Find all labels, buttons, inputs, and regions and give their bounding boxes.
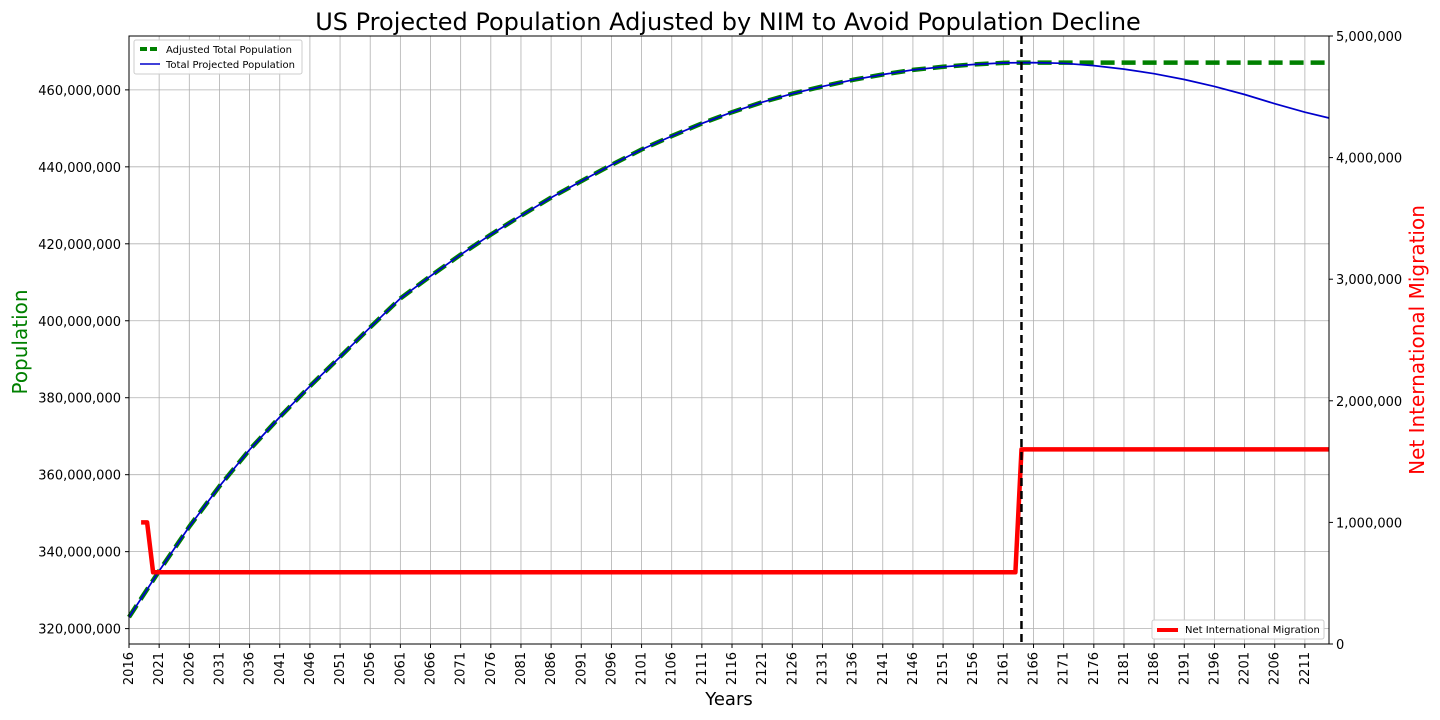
- x-tick-label: 2156: [966, 652, 981, 685]
- x-tick-label: 2131: [815, 652, 830, 685]
- plot-area: [127, 36, 1330, 644]
- x-tick-label: 2086: [544, 652, 559, 685]
- chart-title: US Projected Population Adjusted by NIM …: [315, 8, 1141, 36]
- x-tick-label: 2206: [1268, 652, 1283, 685]
- legend-right: Net International Migration: [1151, 619, 1325, 640]
- x-tick-label: 2126: [785, 652, 800, 685]
- y-left-tick-label: 460,000,000: [38, 84, 121, 99]
- x-tick-label: 2116: [725, 652, 740, 685]
- y-right-tick-label: 3,000,000: [1336, 273, 1402, 288]
- x-tick-label: 2096: [604, 652, 619, 685]
- x-tick-label: 2176: [1087, 652, 1102, 685]
- x-tick-label: 2141: [876, 652, 891, 685]
- x-tick-label: 2036: [243, 652, 258, 685]
- legend-label-nim: Net International Migration: [1185, 625, 1320, 636]
- y-right-tick-label: 4,000,000: [1336, 152, 1402, 167]
- series-total-projected-population: [128, 61, 1330, 618]
- x-tick-label: 2091: [574, 652, 589, 685]
- x-tick-label: 2031: [212, 652, 227, 685]
- x-tick-label: 2106: [665, 652, 680, 685]
- x-tick-label: 2101: [635, 652, 650, 685]
- x-tick-label: 2136: [846, 652, 861, 685]
- x-tick-label: 2201: [1238, 652, 1253, 685]
- x-tick-label: 2066: [424, 652, 439, 685]
- x-axis-label: Years: [704, 689, 753, 710]
- x-tick-label: 2061: [393, 652, 408, 685]
- axes: 2016 2021 2026 2031 2036 2041 2046 2051 2056 2061…: [38, 30, 1402, 685]
- legend-left-box: [133, 39, 303, 75]
- legend-right-box: [1151, 619, 1325, 640]
- y-axis-right-label: Net International Migration: [1405, 205, 1429, 475]
- x-tick-label: 2146: [906, 652, 921, 685]
- x-tick-label: 2186: [1147, 652, 1162, 685]
- x-tick-label: 2046: [303, 652, 318, 685]
- y-left-tick-label: 360,000,000: [38, 469, 121, 484]
- x-tick-label: 2181: [1117, 652, 1132, 685]
- x-tick-label: 2151: [936, 652, 951, 685]
- x-tick-label: 2191: [1177, 652, 1192, 685]
- x-tick-label: 2196: [1207, 652, 1222, 685]
- y-axis-left-label: Population: [8, 289, 32, 394]
- legend-left: Adjusted Total Population Total Projecte…: [133, 39, 303, 75]
- x-tick-label: 2121: [755, 652, 770, 685]
- series-net-international-migration: [141, 447, 1329, 575]
- grid: [128, 36, 1329, 644]
- y-left-tick-label: 340,000,000: [38, 546, 121, 561]
- y-left-tick-label: 420,000,000: [38, 238, 121, 253]
- plot-frame: [128, 35, 1330, 645]
- x-tick-label: 2071: [454, 652, 469, 685]
- legend-label-adjusted: Adjusted Total Population: [166, 45, 292, 56]
- x-tick-label: 2056: [363, 652, 378, 685]
- x-tick-label: 2016: [122, 652, 137, 685]
- x-tick-label: 2026: [182, 652, 197, 685]
- x-tick-label: 2021: [152, 652, 167, 685]
- x-tick-label: 2081: [514, 652, 529, 685]
- y-left-tick-label: 320,000,000: [38, 623, 121, 638]
- y-right-tick-label: 0: [1336, 638, 1344, 653]
- legend-label-projected: Total Projected Population: [165, 60, 295, 71]
- y-right-tick-label: 2,000,000: [1336, 395, 1402, 410]
- x-tick-label: 2161: [996, 652, 1011, 685]
- y-left-tick-label: 380,000,000: [38, 392, 121, 407]
- x-tick-label: 2041: [273, 652, 288, 685]
- y-left-tick-label: 440,000,000: [38, 161, 121, 176]
- y-right-tick-label: 1,000,000: [1336, 516, 1402, 531]
- x-tick-label: 2211: [1298, 652, 1313, 685]
- x-tick-label: 2171: [1057, 652, 1072, 685]
- y-right-tick-label: 5,000,000: [1336, 30, 1402, 45]
- x-tick-label: 2051: [333, 652, 348, 685]
- x-tick-label: 2111: [695, 652, 710, 685]
- x-tick-label: 2076: [484, 652, 499, 685]
- x-tick-label: 2166: [1027, 652, 1042, 685]
- y-left-tick-label: 400,000,000: [38, 315, 121, 330]
